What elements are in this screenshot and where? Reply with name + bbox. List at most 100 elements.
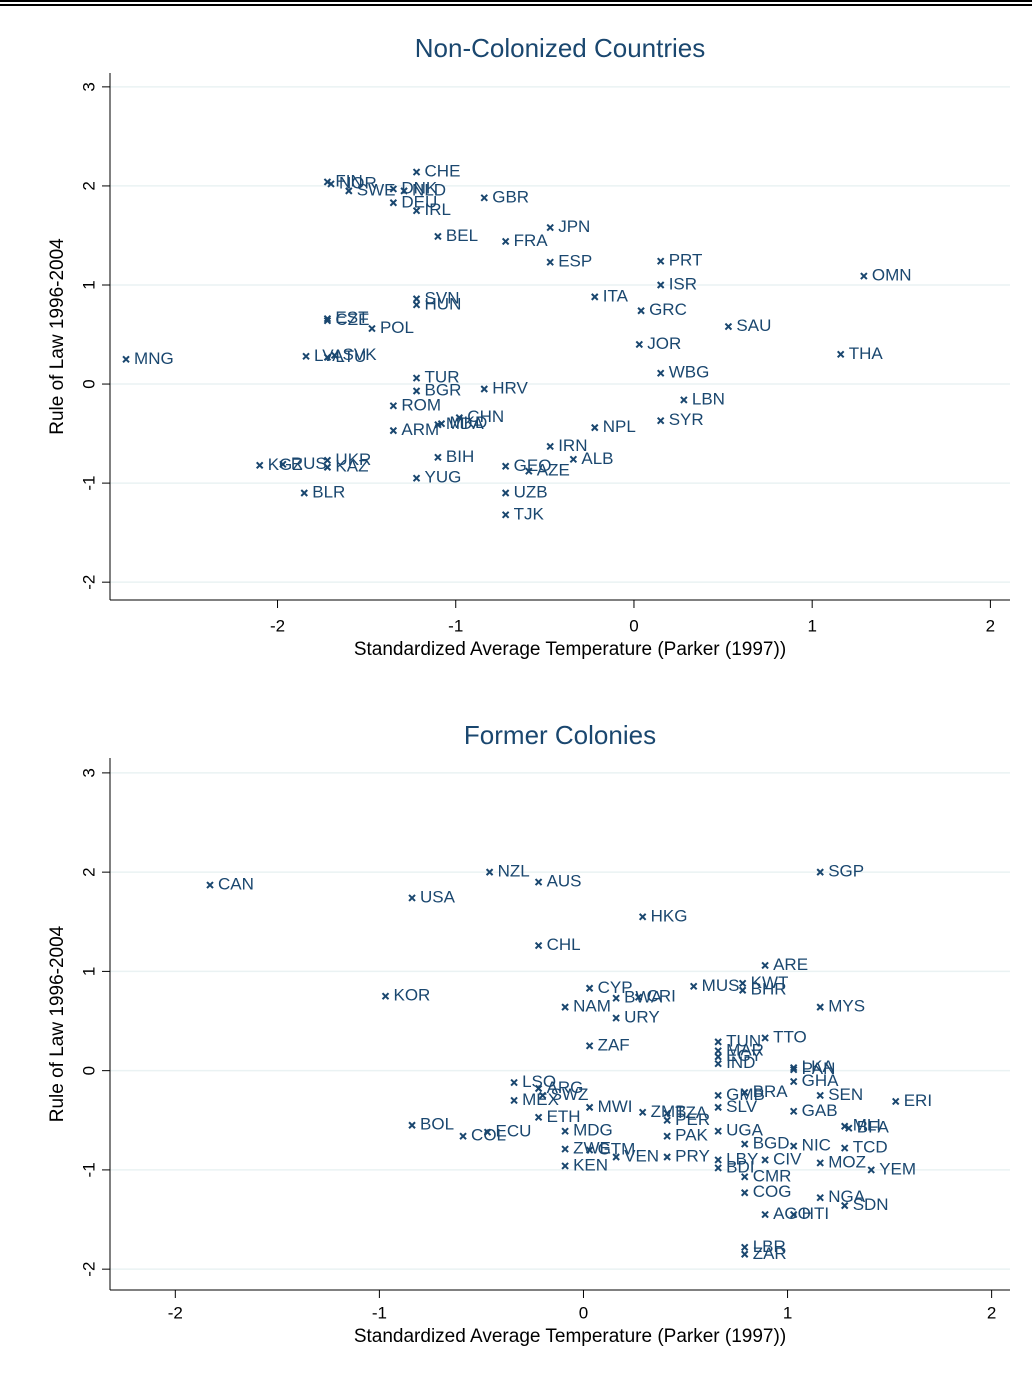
point-label: THA xyxy=(849,344,884,363)
point-label: HRV xyxy=(492,378,528,397)
point-label: BRA xyxy=(753,1082,789,1101)
point-label: TUR xyxy=(425,368,460,387)
point-label: ZAF xyxy=(598,1035,630,1054)
x-tick-label: -2 xyxy=(168,1303,183,1322)
plot: Former Colonies -2 -1 0 1 2 3 -2 -1 0 1 2 Standardiz… xyxy=(47,720,1010,1347)
point-label: DNK xyxy=(401,178,438,197)
point-label: COL xyxy=(471,1126,506,1145)
point xyxy=(510,1096,518,1105)
point-label: SEN xyxy=(828,1085,863,1104)
point-label: USA xyxy=(420,887,456,906)
point-label: COG xyxy=(753,1182,792,1201)
y-tick-label: 1 xyxy=(79,967,98,976)
point-label: MWI xyxy=(598,1097,633,1116)
point xyxy=(663,1132,671,1140)
point-label: GMB xyxy=(726,1085,765,1104)
point-label: HTI xyxy=(802,1204,829,1223)
point-label: PER xyxy=(675,1110,710,1129)
point-label: EGY xyxy=(726,1046,762,1065)
point xyxy=(714,1059,722,1068)
point-label: POL xyxy=(380,318,414,337)
point-label: BLR xyxy=(312,482,345,501)
point-label: NLD xyxy=(412,180,446,199)
point xyxy=(368,324,376,333)
point-label: OMN xyxy=(872,266,912,285)
point-label: IND xyxy=(726,1053,755,1072)
point-label: CAN xyxy=(218,875,254,894)
point-label: CIV xyxy=(773,1149,802,1168)
y-tick-label: -1 xyxy=(79,476,98,491)
point xyxy=(714,1053,722,1061)
point-label: ARM xyxy=(401,420,439,439)
point xyxy=(412,387,421,395)
point xyxy=(501,489,510,497)
point xyxy=(816,868,824,876)
point xyxy=(689,982,698,990)
y-tick-label: 2 xyxy=(79,181,98,190)
point xyxy=(501,462,510,470)
point-label: MKD xyxy=(449,413,487,432)
x-tick-label: 1 xyxy=(807,616,816,635)
point-label: KGZ xyxy=(268,455,303,474)
point-label: GRC xyxy=(649,300,687,319)
point xyxy=(680,396,688,404)
point xyxy=(635,340,644,349)
point xyxy=(714,1103,722,1112)
point xyxy=(738,986,747,994)
y-tick-label: 0 xyxy=(79,379,98,388)
point-label: LBN xyxy=(692,389,725,408)
point xyxy=(483,1128,492,1136)
point-label: NGA xyxy=(828,1187,866,1206)
point-label: NPL xyxy=(603,417,636,436)
point xyxy=(585,1103,594,1112)
point xyxy=(323,463,332,471)
point-label: ALB xyxy=(581,449,613,468)
y-axis-title: Rule of Law 1996-2004 xyxy=(47,238,68,435)
point-label: PAN xyxy=(802,1059,836,1078)
point-label: ERI xyxy=(904,1091,932,1110)
x-tick-label: -2 xyxy=(270,616,285,635)
point-label: TCD xyxy=(853,1138,888,1157)
point xyxy=(612,1014,620,1022)
point xyxy=(412,295,421,303)
point xyxy=(279,460,287,468)
point xyxy=(816,1193,824,1202)
point xyxy=(714,1164,722,1172)
point-label: KEN xyxy=(573,1155,608,1174)
point-label: ETH xyxy=(547,1107,581,1126)
point xyxy=(389,199,398,207)
point xyxy=(789,1065,798,1074)
point xyxy=(561,1145,569,1153)
point xyxy=(323,353,332,362)
point-label: CRI xyxy=(647,987,676,1006)
point-label: SAU xyxy=(736,316,771,335)
point xyxy=(400,187,408,195)
point xyxy=(816,1091,824,1100)
point xyxy=(501,511,510,519)
point xyxy=(412,168,421,176)
point xyxy=(867,1166,875,1174)
point xyxy=(408,894,416,902)
point-label: HKG xyxy=(651,906,688,925)
point-label: MAR xyxy=(726,1040,764,1059)
point xyxy=(663,1116,671,1124)
point xyxy=(789,1063,798,1072)
point xyxy=(840,1144,849,1152)
point xyxy=(761,1034,769,1042)
point xyxy=(459,1132,467,1140)
point xyxy=(408,1121,416,1129)
y-tick-label: -2 xyxy=(79,575,98,590)
point xyxy=(412,206,421,215)
point-label: LBY xyxy=(726,1149,758,1168)
point xyxy=(738,979,747,988)
point xyxy=(330,351,339,360)
point xyxy=(534,878,543,886)
y-tick-label: -1 xyxy=(79,1162,98,1177)
point-label: ISR xyxy=(669,274,697,293)
point xyxy=(561,1003,569,1011)
point-label: SGP xyxy=(828,862,864,881)
point-label: YEM xyxy=(879,1159,916,1178)
point-label: MNG xyxy=(134,349,174,368)
point-label: FIN xyxy=(335,171,362,190)
point xyxy=(345,187,353,195)
